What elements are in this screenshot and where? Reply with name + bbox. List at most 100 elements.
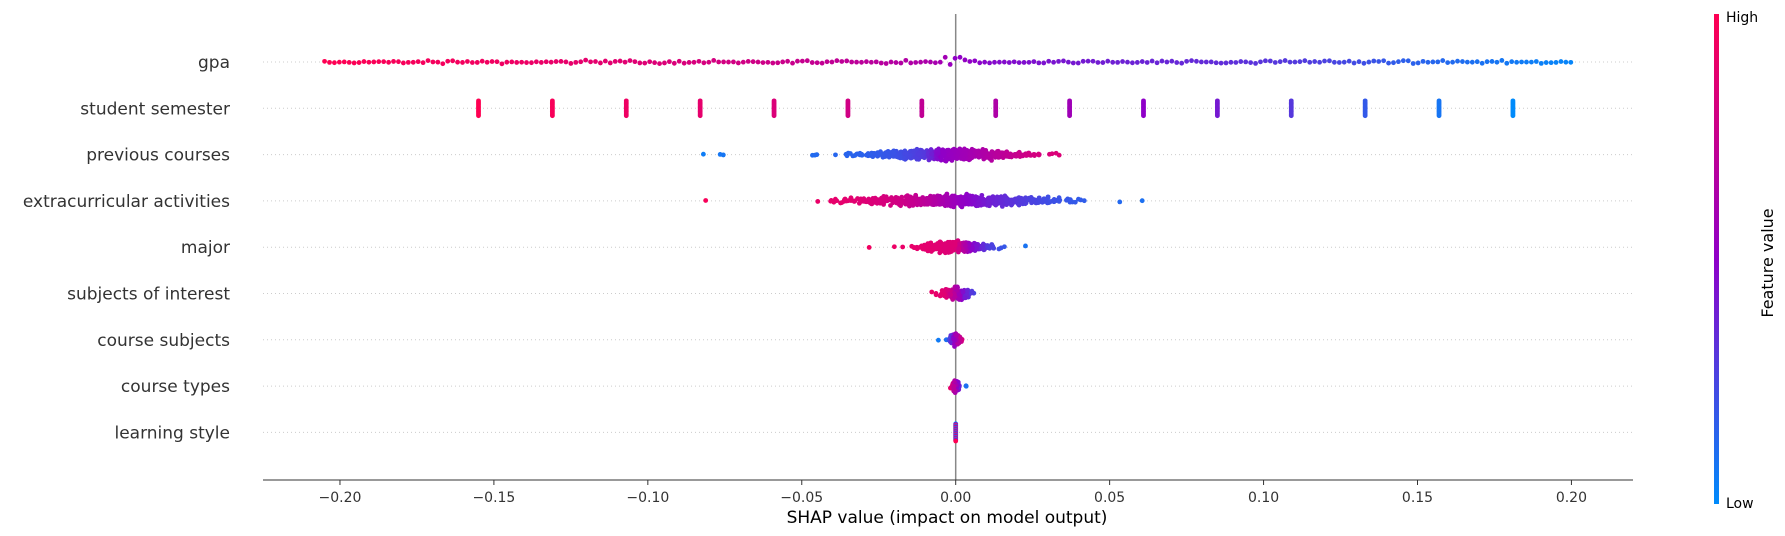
shap-point [999,150,1005,156]
shap-point [623,113,629,119]
shap-point [415,59,421,65]
shap-point [1120,59,1125,64]
colorbar-low-label: Low [1726,496,1754,512]
shap-point [1026,59,1032,65]
shap-point [977,60,983,66]
shap-point [952,294,957,300]
shap-point [1258,59,1263,65]
shap-point [410,59,416,65]
shap-point [947,62,953,67]
shap-point [721,59,726,65]
shap-point [1061,58,1066,64]
shap-point [1194,58,1199,64]
shap-point [1003,197,1009,203]
shap-point [460,60,465,65]
shap-point [857,152,863,158]
shap-point [916,152,921,157]
shap-point [983,148,989,153]
shap-point [1386,60,1391,66]
shap-point [765,59,771,65]
shap-point [1331,59,1337,65]
shap-point [885,153,891,159]
shap-point [703,198,709,203]
shap-point [479,58,485,64]
shap-point [657,61,662,66]
shap-point [948,292,954,298]
shap-point [1263,58,1268,64]
shap-point [1134,60,1140,65]
shap-point [926,199,932,204]
shap-point [499,61,505,67]
shap-point [622,59,628,65]
shap-point [607,60,613,66]
shap-point [1253,60,1258,66]
shap-point [1021,60,1027,65]
shap-point [1297,59,1303,65]
shap-point [942,54,948,60]
shap-point [425,58,431,63]
shap-point [850,153,856,159]
shap-point [1070,199,1075,205]
shap-point [852,198,858,204]
shap-point [1484,59,1490,65]
shap-point [1341,59,1347,65]
shap-point [948,151,954,157]
x-axis-title: SHAP value (impact on model output) [787,508,1108,528]
shap-point [943,241,948,247]
shap-point [972,58,978,64]
shap-point [962,295,968,301]
x-tick-label: 0.05 [1094,490,1125,506]
shap-point [917,244,923,250]
shap-point [952,337,957,343]
shap-point [944,197,950,203]
shap-point [455,59,460,65]
shap-point [894,154,899,159]
shap-point [858,198,864,204]
shap-point [1436,113,1442,119]
shap-point [828,197,834,203]
shap-point [999,204,1005,209]
shap-point [990,195,995,201]
shap-point [992,59,997,65]
shap-point [957,54,963,60]
shap-point [1307,59,1313,65]
shap-point [1179,60,1185,66]
feature-label: learning style [114,423,230,443]
shap-point [1538,60,1544,66]
shap-point [1085,58,1091,64]
shap-point [1548,60,1554,66]
shap-point [553,59,559,64]
colorbar-title: Feature value [1758,208,1777,317]
shap-point [1198,59,1204,65]
shap-point [465,59,470,64]
shap-point [1410,61,1416,66]
shap-point [1568,59,1574,65]
shap-point [1189,58,1194,64]
shap-point [509,59,515,65]
shap-point [1051,197,1057,202]
shap-point [1351,60,1357,66]
shap-point [1056,58,1061,64]
shap-point [888,59,894,65]
shap-point [1141,113,1146,119]
shap-point [987,60,992,66]
shap-point [903,57,909,63]
shap-point [834,198,840,204]
shap-point [1415,60,1421,66]
shap-point [952,199,957,205]
shap-point [938,291,944,297]
shap-point [987,152,993,158]
shap-point [771,113,777,119]
shap-point [558,59,564,64]
shap-point [936,197,942,203]
shap-point [942,250,948,256]
shap-point [341,59,347,65]
shap-point [834,58,840,64]
x-tick-label: −0.10 [626,490,669,506]
shap-point [1514,59,1520,65]
shap-point [1529,59,1534,65]
x-tick-label: 0.20 [1556,490,1587,506]
shap-point [1184,58,1189,64]
shap-point [829,59,835,65]
shap-point [514,60,520,65]
